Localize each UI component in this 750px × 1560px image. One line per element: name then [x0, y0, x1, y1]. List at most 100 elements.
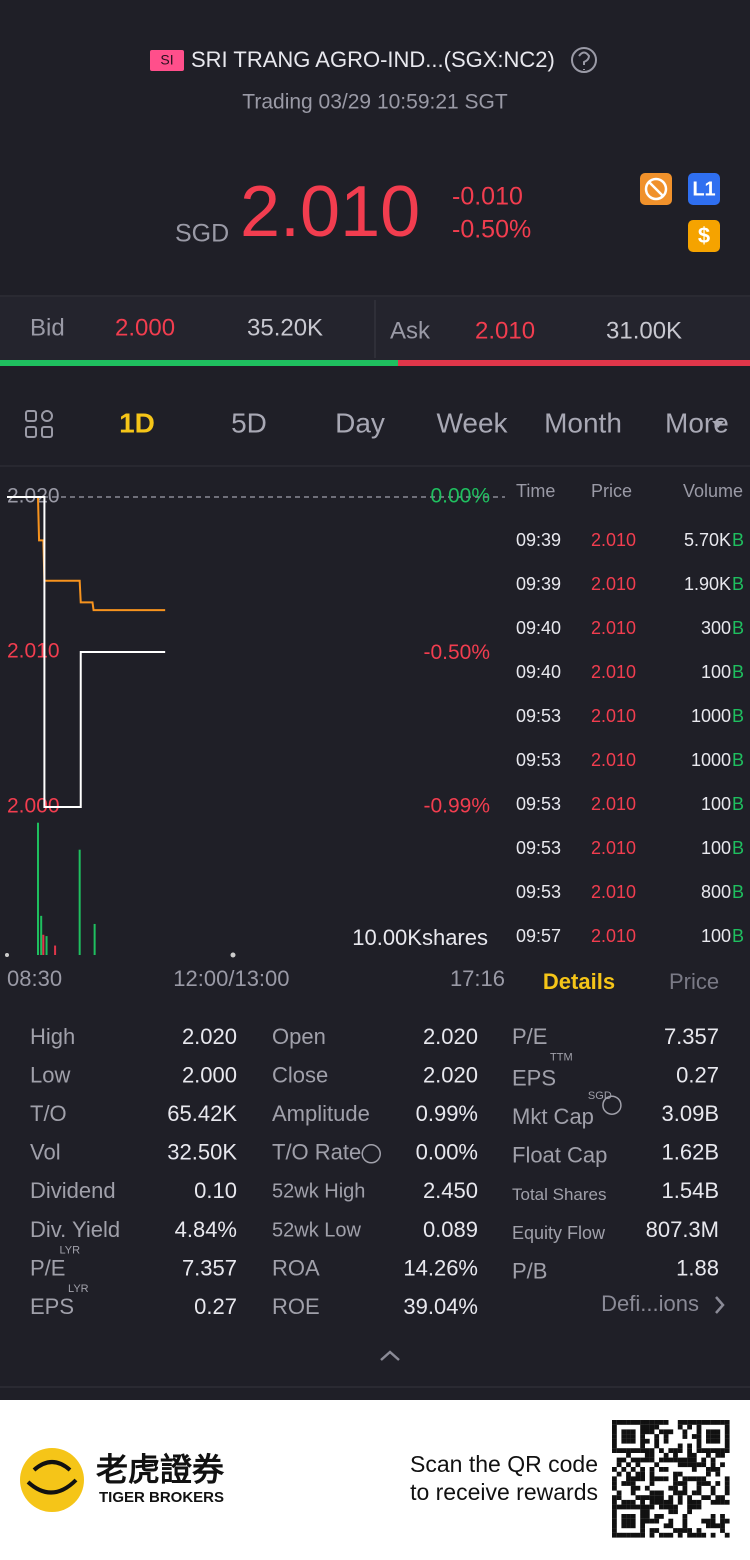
- help-icon[interactable]: [571, 47, 597, 73]
- badge-icon[interactable]: [688, 173, 720, 205]
- qr-cell: [640, 1528, 645, 1533]
- stat-label: Amplitude: [272, 1101, 370, 1126]
- trade-side: B: [732, 706, 744, 726]
- collapse-icon[interactable]: [380, 1350, 400, 1361]
- qr-cell: [715, 1499, 721, 1505]
- qr-code: [612, 1420, 730, 1538]
- qr-cell: [649, 1457, 655, 1463]
- qr-cell: [673, 1452, 678, 1458]
- qr-cell: [715, 1438, 721, 1444]
- qr-cell: [687, 1420, 692, 1425]
- qr-cell: [673, 1481, 678, 1486]
- stat-label: Vol: [30, 1140, 61, 1165]
- badge-icon[interactable]: [688, 220, 720, 252]
- qr-cell: [644, 1495, 650, 1500]
- qr-cell: [616, 1532, 622, 1538]
- bid-price: 2.000: [115, 314, 175, 341]
- qr-cell: [644, 1448, 650, 1453]
- qr-cell: [663, 1467, 669, 1472]
- price-change-pct: -0.50%: [452, 216, 531, 244]
- qr-cell: [677, 1532, 683, 1538]
- details-tab[interactable]: Details: [543, 969, 615, 994]
- qr-cell: [630, 1438, 636, 1444]
- qr-cell: [720, 1448, 725, 1453]
- trade-time: 09:53: [516, 794, 561, 814]
- qr-cell: [654, 1462, 660, 1468]
- qr-cell: [696, 1434, 702, 1439]
- qr-cell: [668, 1485, 674, 1491]
- trade-side: B: [732, 574, 744, 594]
- qr-cell: [640, 1523, 645, 1529]
- dot: [230, 952, 236, 958]
- qr-cell: [649, 1481, 655, 1486]
- trade-volume: 100: [701, 662, 731, 682]
- badge-label: L1: [692, 178, 715, 200]
- qr-cell: [701, 1481, 707, 1486]
- volume-bar: [93, 923, 96, 955]
- trade-price: 2.010: [591, 794, 636, 814]
- qr-cell: [644, 1424, 650, 1430]
- qr-cell: [677, 1420, 683, 1425]
- qr-cell: [724, 1499, 730, 1505]
- info-icon[interactable]: [602, 1095, 622, 1115]
- qr-cell: [687, 1509, 692, 1515]
- qr-cell: [635, 1476, 641, 1482]
- period-tab[interactable]: 1D: [119, 407, 155, 438]
- volume-bar: [78, 849, 81, 955]
- stat-value: 1.62B: [662, 1140, 720, 1165]
- qr-cell: [668, 1532, 674, 1538]
- qr-cell: [649, 1495, 655, 1500]
- qr-cell: [640, 1467, 645, 1472]
- stat-value: 39.04%: [403, 1294, 478, 1319]
- y2-tick-label: -0.99%: [423, 795, 490, 818]
- stat-value: 7.357: [664, 1024, 719, 1049]
- qr-cell: [626, 1434, 631, 1439]
- qr-cell: [682, 1462, 688, 1468]
- logo-glyph: [26, 1460, 78, 1495]
- period-tab[interactable]: Day: [335, 407, 385, 438]
- trade-time: 09:39: [516, 574, 561, 594]
- qr-cell: [644, 1420, 650, 1425]
- qr-cell: [696, 1443, 702, 1449]
- trade-side: B: [732, 794, 744, 814]
- qr-cell: [640, 1495, 645, 1500]
- qr-cell: [626, 1420, 631, 1425]
- qr-cell: [710, 1420, 716, 1425]
- qr-cell: [649, 1471, 655, 1477]
- info-icon[interactable]: [361, 1144, 381, 1164]
- price-tab[interactable]: Price: [669, 969, 719, 994]
- period-tab[interactable]: 5D: [231, 407, 267, 438]
- qr-cell: [710, 1514, 716, 1519]
- qr-cell: [635, 1462, 641, 1468]
- qr-cell: [706, 1434, 711, 1439]
- qr-cell: [663, 1476, 669, 1482]
- period-tab[interactable]: Month: [544, 407, 622, 438]
- ask-price: 2.010: [475, 317, 535, 344]
- qr-cell: [677, 1528, 683, 1533]
- stat-label: Close: [272, 1062, 328, 1087]
- stat-label: EPS: [512, 1065, 556, 1090]
- qr-cell: [621, 1532, 627, 1538]
- layout-icon[interactable]: [25, 410, 53, 438]
- trade-time: 09:53: [516, 750, 561, 770]
- qr-cell: [649, 1467, 655, 1472]
- qr-cell: [654, 1434, 660, 1439]
- qr-cell: [724, 1532, 730, 1538]
- background: [0, 0, 750, 1400]
- qr-cell: [612, 1481, 617, 1486]
- qr-cell: [626, 1438, 631, 1444]
- qr-cell: [640, 1443, 645, 1449]
- qr-cell: [612, 1434, 617, 1439]
- period-tab[interactable]: Week: [436, 407, 508, 438]
- qr-cell: [626, 1504, 631, 1510]
- qr-cell: [724, 1420, 730, 1425]
- definitions-link[interactable]: Defi...ions: [601, 1291, 699, 1316]
- badge-text: SI: [160, 52, 173, 68]
- bid-bar: [0, 360, 398, 366]
- qr-cell: [616, 1471, 622, 1477]
- ask-size: 31.00K: [606, 317, 682, 344]
- qr-cell: [673, 1509, 678, 1515]
- stat-superscript: SGD: [588, 1090, 612, 1102]
- qr-cell: [635, 1504, 641, 1510]
- qr-cell: [644, 1457, 650, 1463]
